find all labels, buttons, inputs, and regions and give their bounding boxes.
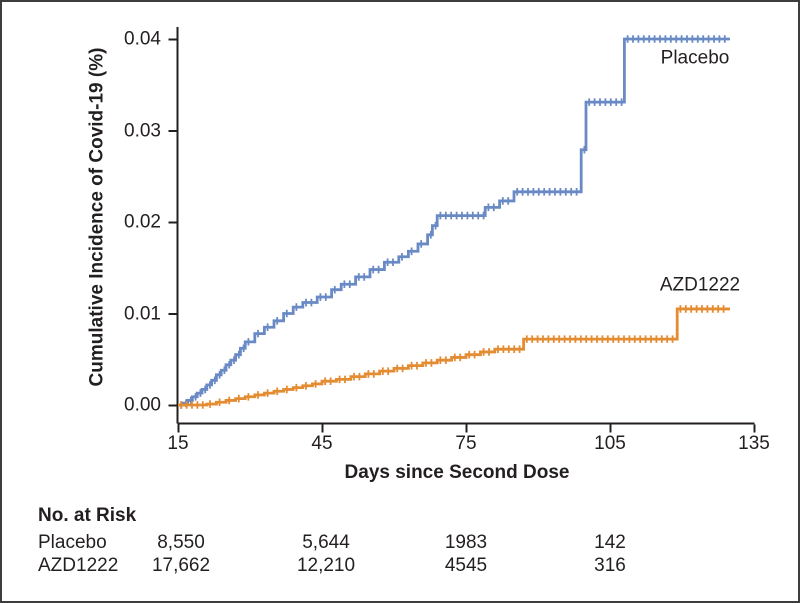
- step-line: [178, 307, 730, 407]
- y-tick-label-4: 0.04: [124, 28, 161, 50]
- azd1222-curve: [178, 305, 730, 409]
- risk-value: 1983: [444, 532, 488, 553]
- y-tick-label-1: 0.01: [124, 303, 161, 324]
- risk-value: 142: [594, 532, 626, 553]
- axes: [168, 27, 756, 433]
- y-tick-label-2: 0.02: [124, 211, 161, 233]
- risk-value: 5,644: [302, 532, 350, 553]
- risk-row-label: AZD1222: [38, 555, 119, 576]
- risk-value: 316: [594, 555, 626, 576]
- censor-ticks: [180, 305, 725, 409]
- risk-value: 4545: [444, 555, 488, 576]
- series-label-azd1222: AZD1222: [659, 274, 741, 296]
- x-tick-label-1: 45: [311, 433, 333, 454]
- censor-ticks: [180, 35, 726, 409]
- step-line: [178, 37, 730, 407]
- x-tick-label-4: 135: [738, 433, 770, 454]
- risk-value: 17,662: [151, 555, 211, 576]
- risk-value: 8,550: [157, 532, 205, 553]
- risk-row-label: Placebo: [38, 532, 107, 553]
- risk-table-title: No. at Risk: [38, 505, 137, 526]
- series-label-placebo: Placebo: [660, 47, 730, 69]
- x-axis-title: Days since Second Dose: [344, 462, 570, 483]
- x-tick-label-3: 105: [594, 433, 626, 454]
- placebo-curve: [178, 35, 730, 409]
- risk-value: 12,210: [296, 555, 356, 576]
- x-tick-label-2: 75: [455, 433, 477, 454]
- y-tick-label-3: 0.03: [124, 120, 161, 141]
- y-tick-label-0: 0.00: [124, 394, 161, 416]
- x-tick-label-0: 15: [167, 433, 189, 454]
